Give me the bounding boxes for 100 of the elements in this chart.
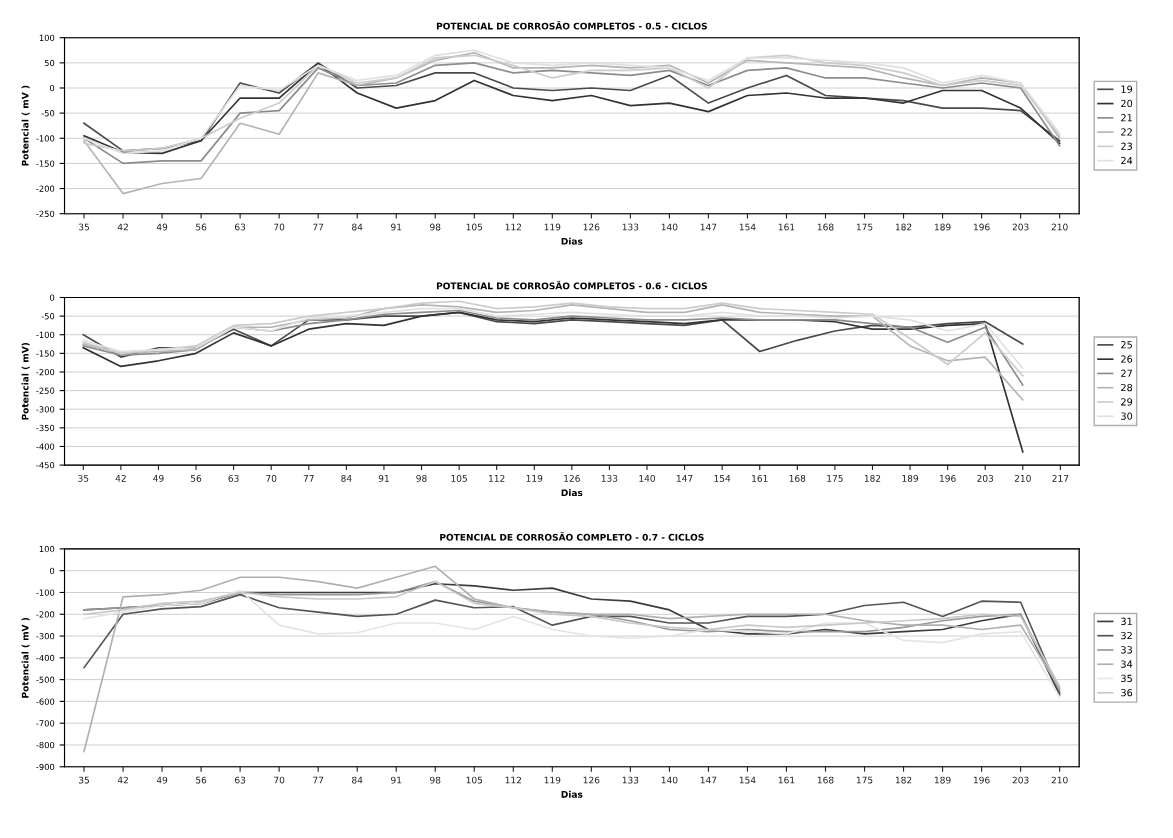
y-tick-label: -50	[41, 110, 55, 117]
x-tick-label: 168	[817, 776, 834, 784]
legend-label: 19	[1121, 85, 1133, 93]
x-tick-label: 161	[778, 776, 795, 784]
x-tick-label: 98	[430, 776, 441, 784]
x-tick-label: 147	[676, 475, 693, 482]
x-tick-label: 63	[235, 776, 246, 784]
y-tick-label: -100	[36, 331, 55, 339]
legend-label: 25	[1121, 341, 1132, 349]
x-tick-label: 161	[778, 223, 795, 231]
y-tick-label: -200	[36, 368, 55, 376]
y-tick-label: -300	[36, 633, 55, 640]
chart-title: POTENCIAL DE CORROSÃO COMPLETOS - 0.5 - CICLOS	[436, 20, 707, 30]
x-tick-label: 98	[416, 474, 427, 482]
x-tick-label: 217	[1052, 474, 1069, 482]
y-tick-label: -150	[36, 160, 55, 167]
x-tick-label: 35	[78, 223, 89, 231]
x-tick-label: 168	[789, 474, 806, 482]
x-tick-label: 189	[934, 223, 951, 231]
x-tick-label: 133	[601, 474, 618, 482]
legend-label: 23	[1121, 142, 1133, 150]
y-axis-title: Potencial ( mV )	[21, 85, 30, 166]
legend-label: 29	[1121, 398, 1133, 406]
x-tick-label: 210	[1014, 474, 1031, 482]
x-tick-label: 105	[466, 776, 483, 784]
x-tick-label: 140	[639, 474, 656, 482]
legend-label: 34	[1121, 660, 1133, 668]
x-tick-label: 84	[352, 776, 363, 784]
x-tick-label: 140	[661, 223, 678, 231]
y-tick-label: -300	[36, 406, 55, 413]
x-tick-label: 42	[117, 776, 128, 784]
chart-title: POTENCIAL DE CORROSÃO COMPLETO - 0.7 - CICLOS	[440, 532, 704, 541]
x-tick-label: 56	[196, 776, 207, 784]
y-tick-label: -200	[36, 611, 55, 618]
x-tick-label: 182	[864, 474, 881, 482]
x-tick-label: 133	[622, 223, 639, 231]
x-tick-label: 133	[622, 776, 639, 784]
x-tick-label: 84	[341, 474, 352, 482]
x-axis-title: Dias	[561, 790, 583, 798]
legend-label: 21	[1121, 114, 1132, 122]
x-tick-label: 196	[973, 776, 990, 784]
x-tick-label: 154	[714, 475, 731, 482]
x-tick-label: 182	[895, 776, 912, 784]
legend-label: 33	[1121, 646, 1133, 654]
x-tick-label: 189	[934, 776, 951, 784]
x-tick-label: 140	[661, 776, 678, 784]
x-tick-label: 175	[827, 475, 843, 482]
x-tick-label: 161	[752, 474, 768, 482]
x-tick-label: 126	[583, 776, 600, 784]
y-tick-label: 100	[39, 545, 55, 553]
x-tick-label: 84	[352, 223, 363, 231]
x-axis-title: Dias	[561, 489, 583, 497]
y-tick-label: -100	[36, 135, 55, 142]
y-tick-label: -600	[36, 698, 55, 705]
x-tick-label: 49	[153, 474, 164, 482]
x-tick-label: 56	[196, 223, 207, 231]
y-tick-label: -700	[36, 720, 55, 727]
x-tick-label: 168	[817, 223, 834, 231]
x-tick-label: 35	[78, 776, 89, 784]
x-tick-label: 70	[274, 776, 285, 784]
x-tick-label: 147	[700, 223, 717, 231]
y-axis-title: Potencial ( mV)	[21, 342, 30, 420]
x-tick-label: 98	[430, 223, 441, 231]
x-tick-label: 49	[156, 776, 168, 784]
x-tick-label: 105	[466, 223, 483, 231]
x-tick-label: 35	[78, 474, 89, 482]
y-tick-label: 0	[50, 567, 55, 574]
y-tick-label: -500	[36, 676, 55, 683]
legend-label: 20	[1121, 99, 1133, 108]
x-tick-label: 63	[228, 474, 239, 482]
y-tick-label: -900	[36, 763, 55, 771]
x-tick-label: 154	[739, 776, 756, 784]
x-tick-label: 154	[739, 223, 756, 231]
x-tick-label: 119	[526, 474, 543, 482]
legend-label: 26	[1121, 355, 1133, 363]
x-tick-label: 49	[156, 223, 168, 231]
x-tick-label: 203	[977, 474, 994, 482]
y-tick-label: -350	[36, 424, 55, 432]
x-tick-label: 196	[973, 223, 990, 231]
y-axis-title: Potencial ( mV )	[21, 617, 30, 698]
x-tick-label: 70	[274, 223, 285, 231]
x-tick-label: 77	[313, 776, 324, 784]
x-tick-label: 119	[544, 776, 561, 784]
legend-label: 31	[1121, 617, 1132, 625]
legend-label: 28	[1121, 383, 1133, 392]
y-tick-label: -400	[36, 443, 55, 450]
legend-label: 22	[1121, 128, 1132, 136]
x-tick-label: 112	[505, 223, 522, 231]
x-tick-label: 91	[391, 223, 402, 231]
legend-label: 36	[1121, 688, 1133, 697]
x-tick-label: 112	[505, 776, 522, 784]
y-tick-label: 50	[44, 59, 55, 67]
y-tick-label: -450	[36, 462, 55, 469]
legend-label: 32	[1121, 631, 1132, 640]
y-tick-label: -800	[36, 741, 55, 749]
y-tick-label: -150	[36, 350, 55, 357]
x-tick-label: 56	[191, 474, 202, 482]
y-tick-label: 0	[50, 294, 55, 301]
x-tick-label: 42	[117, 223, 128, 231]
x-tick-label: 91	[391, 776, 402, 784]
